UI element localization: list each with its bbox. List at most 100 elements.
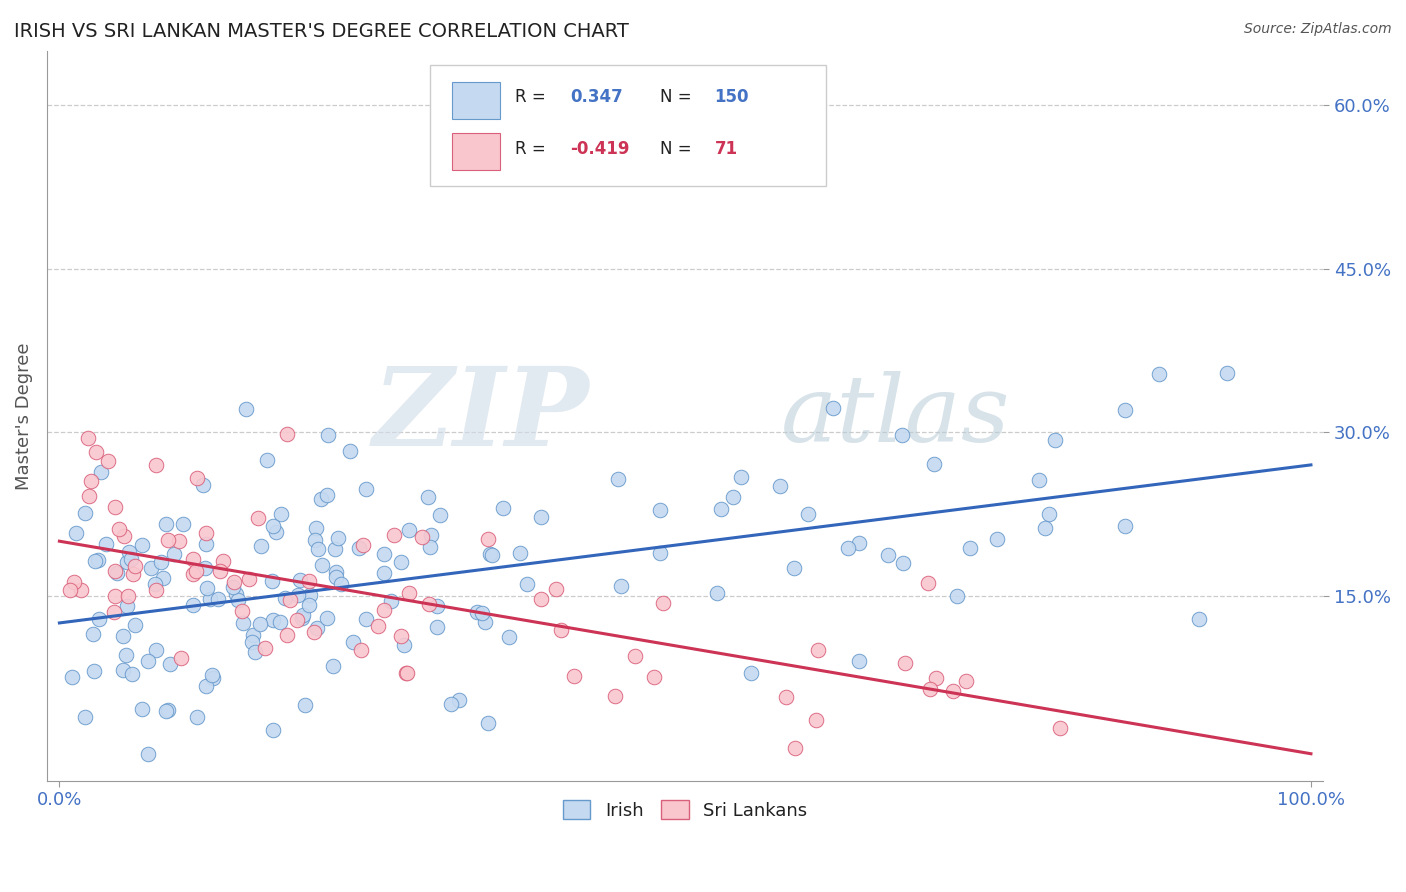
- Point: [607, 472, 630, 486]
- Point: [946, 589, 969, 603]
- Point: [181, 551, 204, 566]
- Point: [201, 668, 224, 682]
- Text: R =: R =: [516, 87, 551, 105]
- Point: [104, 564, 127, 578]
- Point: [70, 583, 93, 598]
- FancyBboxPatch shape: [451, 82, 501, 119]
- Point: [1188, 612, 1211, 626]
- Text: 71: 71: [714, 140, 738, 158]
- Point: [955, 673, 977, 688]
- Point: [107, 523, 129, 537]
- Point: [783, 560, 806, 574]
- Point: [193, 478, 215, 492]
- Point: [891, 556, 914, 570]
- Point: [59, 583, 82, 598]
- Point: [418, 597, 440, 611]
- Point: [224, 574, 246, 589]
- Point: [1049, 721, 1071, 735]
- Point: [411, 530, 433, 544]
- Point: [194, 525, 217, 540]
- Point: [212, 554, 235, 568]
- Point: [350, 642, 373, 657]
- Point: [294, 698, 316, 712]
- Legend: Irish, Sri Lankans: Irish, Sri Lankans: [555, 793, 814, 827]
- Point: [325, 570, 347, 584]
- Point: [117, 555, 139, 569]
- Point: [270, 507, 292, 521]
- Point: [797, 507, 820, 521]
- Text: 0.347: 0.347: [571, 87, 623, 105]
- Point: [530, 510, 553, 524]
- Point: [1033, 521, 1056, 535]
- Point: [610, 579, 633, 593]
- Point: [149, 555, 172, 569]
- Point: [194, 679, 217, 693]
- Point: [75, 507, 97, 521]
- Point: [478, 547, 501, 561]
- Point: [723, 491, 745, 505]
- Point: [94, 537, 117, 551]
- Point: [420, 528, 443, 542]
- Point: [823, 401, 845, 416]
- Point: [339, 443, 361, 458]
- Point: [157, 533, 180, 547]
- Point: [172, 516, 194, 531]
- Point: [710, 501, 733, 516]
- Point: [82, 626, 104, 640]
- Point: [291, 611, 314, 625]
- Point: [1149, 367, 1171, 381]
- Point: [516, 576, 538, 591]
- Point: [477, 716, 499, 731]
- Point: [131, 702, 153, 716]
- Text: N =: N =: [659, 87, 696, 105]
- Point: [354, 483, 377, 497]
- Point: [925, 671, 948, 685]
- Point: [138, 747, 160, 761]
- Point: [83, 664, 105, 678]
- Point: [124, 558, 146, 573]
- Point: [304, 533, 326, 548]
- Point: [256, 453, 278, 467]
- Point: [264, 525, 287, 540]
- Point: [139, 561, 162, 575]
- Point: [624, 648, 647, 663]
- Point: [86, 444, 108, 458]
- Text: R =: R =: [516, 140, 551, 158]
- Point: [447, 693, 470, 707]
- Point: [145, 582, 167, 597]
- Point: [311, 558, 333, 572]
- Text: IRISH VS SRI LANKAN MASTER'S DEGREE CORRELATION CHART: IRISH VS SRI LANKAN MASTER'S DEGREE CORR…: [14, 22, 628, 41]
- Point: [322, 658, 344, 673]
- Point: [891, 427, 914, 442]
- Point: [97, 454, 120, 468]
- Point: [276, 427, 298, 442]
- Point: [650, 503, 672, 517]
- Point: [145, 643, 167, 657]
- Point: [389, 629, 412, 643]
- Point: [323, 541, 346, 556]
- Point: [201, 671, 224, 685]
- Point: [730, 469, 752, 483]
- Point: [274, 591, 297, 605]
- Point: [104, 589, 127, 603]
- Point: [498, 630, 520, 644]
- Point: [235, 402, 257, 417]
- Point: [1028, 474, 1050, 488]
- Point: [65, 526, 87, 541]
- Point: [87, 612, 110, 626]
- Point: [131, 538, 153, 552]
- Point: [876, 548, 898, 562]
- Point: [775, 690, 797, 704]
- Point: [986, 532, 1008, 546]
- Point: [959, 541, 981, 556]
- Point: [195, 581, 218, 595]
- Point: [307, 541, 329, 556]
- Point: [373, 566, 395, 580]
- FancyBboxPatch shape: [451, 133, 501, 169]
- Point: [562, 669, 585, 683]
- Point: [117, 599, 139, 613]
- Point: [920, 681, 942, 696]
- Point: [298, 588, 321, 602]
- Point: [465, 605, 488, 619]
- Point: [373, 547, 395, 561]
